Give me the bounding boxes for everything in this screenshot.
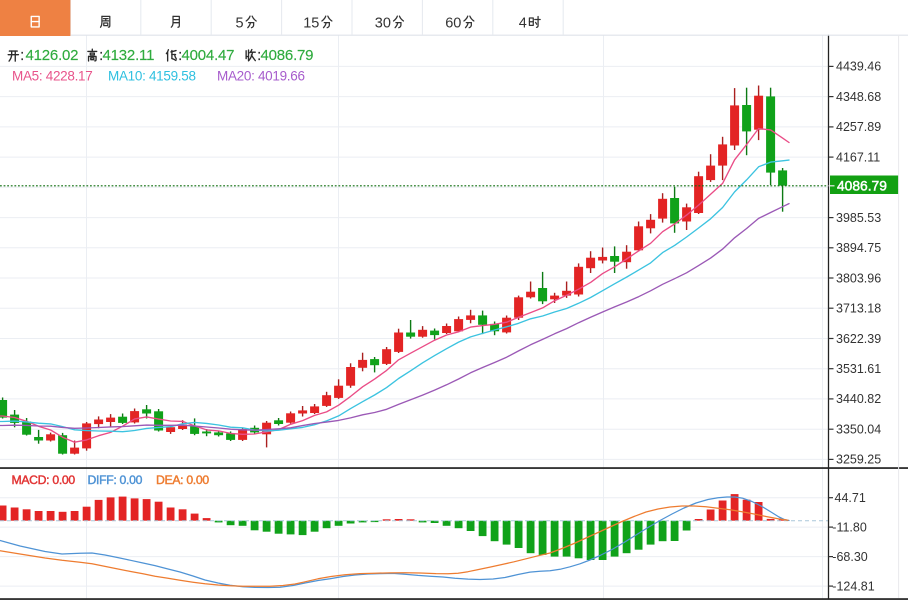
- svg-text:4126.02: 4126.02: [26, 47, 79, 64]
- svg-text:4348.68: 4348.68: [836, 90, 881, 104]
- svg-text:4: 4: [519, 16, 527, 32]
- svg-text:3259.25: 3259.25: [836, 453, 881, 467]
- svg-text::: :: [178, 47, 182, 64]
- svg-text:4132.11: 4132.11: [103, 47, 155, 64]
- svg-text:3440.82: 3440.82: [836, 392, 881, 406]
- svg-text:DIFF: 0.00: DIFF: 0.00: [88, 473, 143, 487]
- svg-text:4086.79: 4086.79: [261, 47, 314, 64]
- svg-text:3985.53: 3985.53: [836, 211, 881, 225]
- svg-text:15: 15: [303, 16, 319, 32]
- svg-text:3531.61: 3531.61: [836, 362, 881, 376]
- svg-text:MA5: 4228.17: MA5: 4228.17: [12, 69, 92, 84]
- svg-text:-68.30: -68.30: [832, 550, 867, 564]
- svg-text:MA20: 4019.66: MA20: 4019.66: [217, 69, 305, 84]
- svg-text:4439.46: 4439.46: [836, 60, 881, 74]
- svg-text:3713.18: 3713.18: [836, 302, 881, 316]
- svg-text:-11.80: -11.80: [832, 520, 867, 534]
- svg-text:4086.79: 4086.79: [837, 178, 887, 193]
- svg-text:3894.75: 3894.75: [836, 241, 881, 255]
- svg-text:44.71: 44.71: [835, 491, 866, 505]
- svg-text:5: 5: [236, 16, 244, 32]
- svg-text:DEA: 0.00: DEA: 0.00: [156, 473, 209, 487]
- svg-text:3350.04: 3350.04: [836, 423, 881, 437]
- svg-text:60: 60: [445, 16, 461, 32]
- svg-text:3803.96: 3803.96: [836, 271, 881, 285]
- svg-text:4004.47: 4004.47: [182, 47, 235, 64]
- svg-text:MACD: 0.00: MACD: 0.00: [12, 473, 76, 487]
- svg-text:30: 30: [375, 16, 391, 32]
- svg-text:4167.11: 4167.11: [836, 150, 880, 164]
- svg-text::: :: [257, 47, 261, 64]
- svg-text:4257.89: 4257.89: [836, 120, 881, 134]
- svg-text:-124.81: -124.81: [832, 579, 874, 593]
- svg-text::: :: [99, 47, 103, 64]
- svg-text:3622.39: 3622.39: [836, 332, 881, 346]
- svg-text::: :: [20, 47, 24, 64]
- svg-text:MA10: 4159.58: MA10: 4159.58: [108, 69, 196, 84]
